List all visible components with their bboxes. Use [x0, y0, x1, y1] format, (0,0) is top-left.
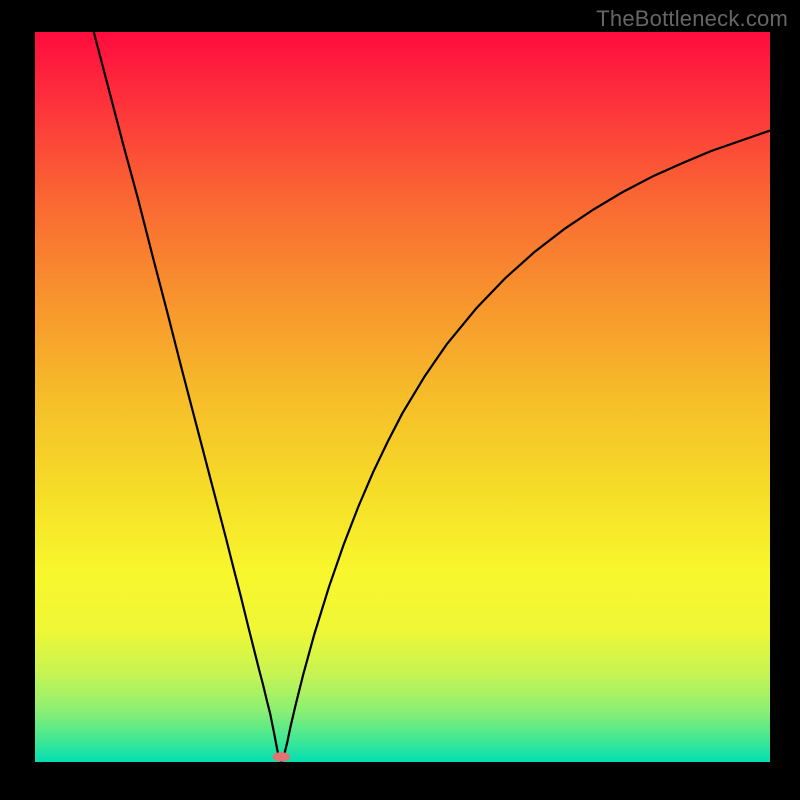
plot-area [35, 32, 770, 762]
chart-container: TheBottleneck.com [0, 0, 800, 800]
minimum-marker [272, 752, 290, 762]
watermark-text: TheBottleneck.com [596, 6, 788, 32]
chart-svg [35, 32, 770, 762]
gradient-background [35, 32, 770, 762]
